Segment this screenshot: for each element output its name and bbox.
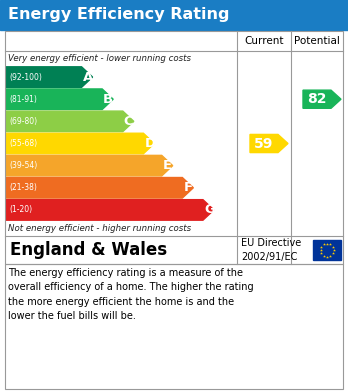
Text: (1-20): (1-20) xyxy=(9,205,32,214)
Polygon shape xyxy=(6,133,155,154)
Text: (39-54): (39-54) xyxy=(9,161,37,170)
Text: EU Directive
2002/91/EC: EU Directive 2002/91/EC xyxy=(241,238,301,262)
Text: Not energy efficient - higher running costs: Not energy efficient - higher running co… xyxy=(8,224,191,233)
Text: F: F xyxy=(183,181,192,194)
Bar xyxy=(5,264,343,389)
Polygon shape xyxy=(6,67,93,87)
Text: 59: 59 xyxy=(254,136,274,151)
Text: (69-80): (69-80) xyxy=(9,117,37,126)
Text: Current: Current xyxy=(244,36,284,46)
Text: The energy efficiency rating is a measure of the
overall efficiency of a home. T: The energy efficiency rating is a measur… xyxy=(8,268,254,321)
Text: 82: 82 xyxy=(307,92,327,106)
Polygon shape xyxy=(250,135,288,152)
Text: B: B xyxy=(103,93,113,106)
Polygon shape xyxy=(6,200,214,220)
Text: Energy Efficiency Rating: Energy Efficiency Rating xyxy=(8,7,229,23)
Polygon shape xyxy=(6,89,113,109)
Polygon shape xyxy=(6,111,134,132)
Text: Potential: Potential xyxy=(294,36,340,46)
Text: (92-100): (92-100) xyxy=(9,73,42,82)
Text: England & Wales: England & Wales xyxy=(10,241,167,259)
Text: Very energy efficient - lower running costs: Very energy efficient - lower running co… xyxy=(8,54,191,63)
Text: E: E xyxy=(163,159,172,172)
Text: (55-68): (55-68) xyxy=(9,139,37,148)
Text: G: G xyxy=(204,203,215,217)
Bar xyxy=(0,0,348,30)
Text: C: C xyxy=(124,115,133,128)
Bar xyxy=(313,240,341,260)
Polygon shape xyxy=(303,90,341,108)
Polygon shape xyxy=(6,178,193,198)
Bar xyxy=(5,31,343,264)
Text: (81-91): (81-91) xyxy=(9,95,37,104)
Polygon shape xyxy=(6,155,173,176)
Text: A: A xyxy=(82,70,93,84)
Text: D: D xyxy=(144,137,156,150)
Text: (21-38): (21-38) xyxy=(9,183,37,192)
